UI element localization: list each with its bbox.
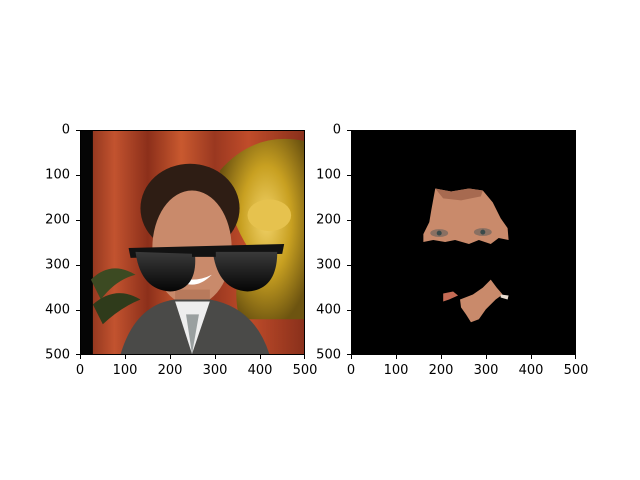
y-tick-label: 0 <box>61 122 70 138</box>
y-tick-mark <box>347 175 351 176</box>
x-tick-mark <box>531 355 532 359</box>
x-tick-mark <box>396 355 397 359</box>
y-tick-mark <box>76 310 80 311</box>
y-tick-mark <box>347 310 351 311</box>
x-tick-mark <box>304 355 305 359</box>
y-tick-label: 500 <box>316 347 341 363</box>
y-tick-label: 100 <box>316 167 341 183</box>
x-tick-label: 400 <box>247 363 273 378</box>
segmented-face-mask-image <box>352 131 575 354</box>
photo-with-sunglasses <box>81 131 304 354</box>
x-tick-label: 0 <box>346 363 356 378</box>
right-image-axes: 0 100 200 300 400 500 0 100 200 300 400 … <box>316 124 588 378</box>
x-tick-label: 100 <box>112 363 138 378</box>
y-tick-mark <box>347 220 351 221</box>
y-tick-label: 500 <box>45 347 70 363</box>
y-tick-mark <box>76 130 80 131</box>
x-tick-mark <box>486 355 487 359</box>
y-tick-mark <box>347 130 351 131</box>
right-image-frame <box>351 130 576 355</box>
y-tick-label: 200 <box>316 212 341 228</box>
x-tick-mark <box>80 355 81 359</box>
x-tick-label: 300 <box>473 363 499 378</box>
x-tick-label: 0 <box>75 363 85 378</box>
y-tick-mark <box>76 220 80 221</box>
y-tick-mark <box>76 265 80 266</box>
x-tick-label: 500 <box>292 363 318 378</box>
x-tick-label: 400 <box>518 363 544 378</box>
y-tick-label: 300 <box>45 257 70 273</box>
left-image-axes: 0 100 200 300 400 500 0 100 200 300 400 … <box>45 124 317 378</box>
y-tick-label: 100 <box>45 167 70 183</box>
x-tick-mark <box>575 355 576 359</box>
x-tick-label: 500 <box>563 363 589 378</box>
x-tick-mark <box>125 355 126 359</box>
x-tick-mark <box>351 355 352 359</box>
x-tick-mark <box>215 355 216 359</box>
x-tick-label: 100 <box>383 363 409 378</box>
y-tick-label: 300 <box>316 257 341 273</box>
x-tick-label: 200 <box>428 363 454 378</box>
y-tick-label: 400 <box>45 302 70 318</box>
y-tick-label: 200 <box>45 212 70 228</box>
x-tick-mark <box>441 355 442 359</box>
y-tick-mark <box>76 175 80 176</box>
left-image-frame <box>80 130 305 355</box>
y-tick-label: 0 <box>332 122 341 138</box>
y-tick-mark <box>347 265 351 266</box>
y-tick-label: 400 <box>316 302 341 318</box>
x-tick-mark <box>260 355 261 359</box>
x-tick-label: 300 <box>202 363 228 378</box>
y-tick-mark <box>347 354 351 355</box>
x-tick-label: 200 <box>157 363 183 378</box>
x-tick-mark <box>170 355 171 359</box>
y-tick-mark <box>76 354 80 355</box>
